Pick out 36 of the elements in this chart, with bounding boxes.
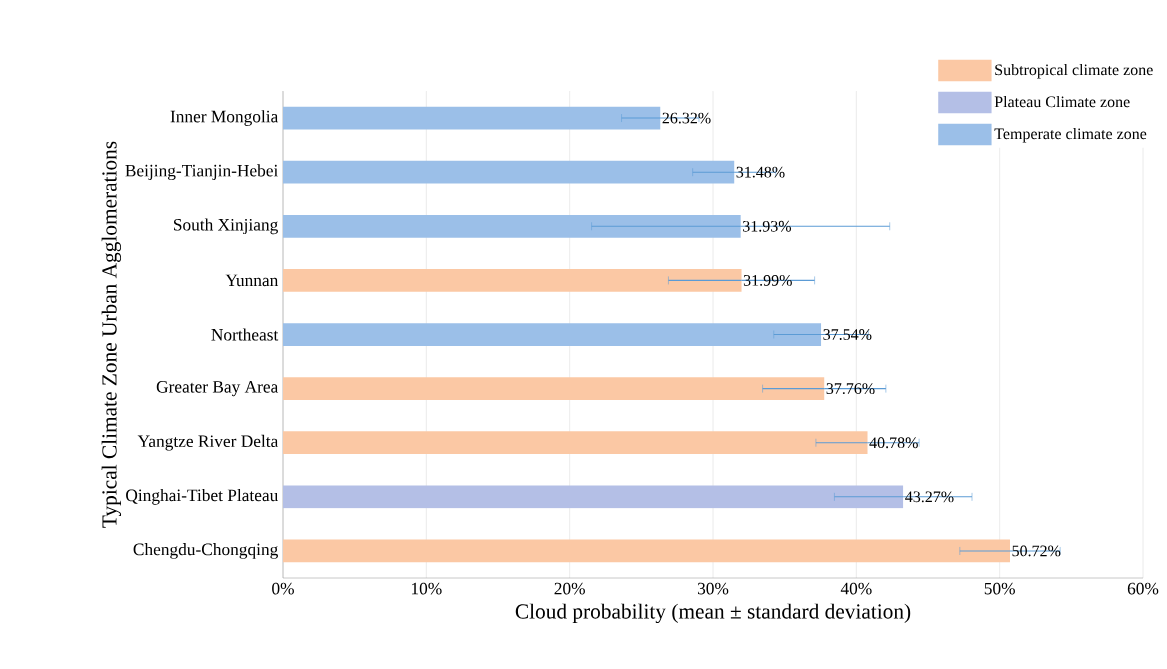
data-label: 40.78% — [869, 437, 918, 449]
bar — [283, 269, 742, 292]
bar — [283, 106, 661, 130]
bar — [283, 160, 735, 184]
bar — [283, 377, 825, 400]
y-tick-label: Qinghai-Tibet Plateau — [126, 488, 278, 505]
y-tick-label: Greater Bay Area — [156, 381, 279, 397]
y-tick-label: Beijing-Tianjin-Hebei — [125, 164, 278, 181]
legend-label: Temperate climate zone — [994, 127, 1147, 143]
x-tick-label: 40% — [840, 582, 872, 595]
y-tick-label: Inner Mongolia — [170, 110, 279, 126]
y-tick-label: Chengdu-Chongqing — [133, 543, 278, 559]
x-tick-label: 50% — [984, 582, 1015, 595]
y-tick-label: Northeast — [211, 328, 279, 341]
bar — [283, 539, 1010, 563]
x-axis-title: Cloud probability (mean ± standard deviation) — [515, 603, 911, 624]
x-tick-label: 60% — [1127, 582, 1159, 595]
x-tick-label: 30% — [697, 582, 729, 595]
data-label: 31.93% — [743, 220, 792, 232]
data-label: 43.27% — [905, 491, 954, 503]
bar — [283, 485, 904, 509]
x-tick-label: 10% — [411, 582, 442, 595]
bar — [283, 323, 822, 346]
x-tick-label: 0% — [272, 582, 294, 595]
data-label: 31.48% — [736, 166, 785, 178]
y-tick-label: Yunnan — [225, 274, 279, 287]
y-tick-label: Yangtze River Delta — [137, 434, 279, 451]
y-tick-label: South Xinjiang — [174, 218, 278, 235]
bar — [283, 214, 741, 238]
data-label: 50.72% — [1012, 545, 1061, 557]
bar — [283, 431, 868, 455]
x-tick-label: 20% — [554, 582, 585, 595]
legend-label: Subtropical climate zone — [995, 63, 1153, 79]
y-axis-title: Typical Climate Zone Urban Agglomerations — [101, 141, 122, 528]
legend-label: Plateau Climate zone — [994, 95, 1130, 108]
data-label: 26.32% — [662, 112, 711, 124]
